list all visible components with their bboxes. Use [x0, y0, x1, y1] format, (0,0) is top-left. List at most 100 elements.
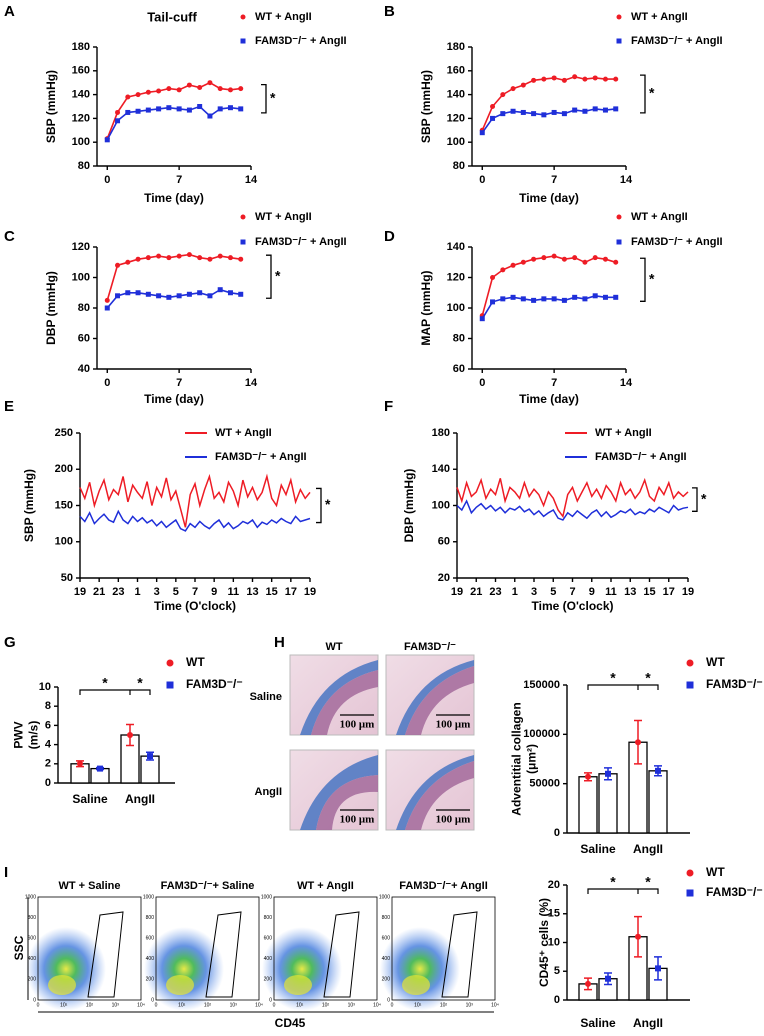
data-point [572, 107, 578, 113]
legend-marker [616, 14, 622, 20]
x-tick-label: 7 [569, 586, 575, 598]
panel-letter: A [4, 3, 15, 20]
mean-marker [635, 739, 641, 746]
data-point [207, 113, 213, 119]
data-point [500, 92, 506, 98]
y-tick-label: 120 [72, 241, 90, 253]
significance-bracket [640, 257, 646, 302]
flow-y-tick-label: 800 [28, 915, 37, 921]
data-point [104, 297, 110, 303]
data-point [602, 256, 608, 262]
flow-title: FAM3D⁻/⁻+ AngII [399, 880, 488, 892]
data-point [510, 108, 516, 114]
flow-x-tick-label: 10³ [348, 1002, 356, 1008]
panel-letter: D [384, 228, 395, 245]
flow-x-tick-label: 10¹ [414, 1002, 422, 1008]
significance-label: * [649, 270, 655, 286]
data-point [166, 86, 172, 92]
x-tick-label: 5 [550, 586, 556, 598]
data-point [166, 255, 172, 261]
y-tick-label: 100 [72, 136, 90, 148]
x-tick-label: 17 [663, 586, 675, 598]
y-tick-label: 150 [55, 499, 73, 511]
data-point [602, 294, 608, 300]
x-tick-label: 21 [93, 586, 105, 598]
data-point [602, 107, 608, 113]
x-tick-label: 23 [489, 586, 501, 598]
data-point [125, 290, 131, 296]
flow-x-tick-label: 10² [204, 1002, 212, 1008]
flow-x-tick-label: 0 [37, 1002, 40, 1008]
legend-marker [166, 681, 174, 689]
y-tick-label: 5 [554, 965, 560, 977]
data-point [176, 253, 182, 259]
significance-bracket [266, 254, 272, 299]
flow-cloud [380, 927, 460, 1011]
significance-label: * [645, 670, 651, 686]
flow-y-tick-label: 800 [382, 915, 391, 921]
x-tick-label: 21 [470, 586, 482, 598]
data-point [541, 296, 547, 302]
data-point [592, 255, 598, 261]
data-point [572, 255, 578, 261]
panel-letter: B [384, 3, 395, 20]
x-tick-label: Saline [72, 792, 108, 806]
mean-marker [97, 765, 103, 772]
flow-y-tick-label: 400 [146, 956, 155, 962]
histology-row-label: Saline [250, 691, 282, 703]
y-axis-label: SBP (mmHg) [419, 70, 433, 143]
flow-y-tick-label: 600 [146, 936, 155, 942]
data-point [561, 256, 567, 262]
data-point [166, 294, 172, 300]
y-tick-label: 2 [45, 758, 51, 770]
legend-marker [616, 214, 622, 220]
flow-x-label: CD45 [275, 1016, 306, 1030]
significance-bracket [692, 487, 698, 512]
data-point [156, 293, 162, 299]
y-tick-label: 200 [55, 463, 73, 475]
bar [578, 776, 598, 834]
data-point [227, 290, 233, 296]
data-point [541, 76, 547, 82]
data-point [582, 259, 588, 265]
x-tick-label: 0 [104, 174, 110, 186]
y-tick-label: 0 [554, 994, 560, 1006]
x-tick-label: 11 [228, 586, 240, 598]
data-point [115, 293, 121, 299]
significance-bracket [587, 888, 659, 894]
flow-cloud [262, 927, 342, 1011]
data-point [561, 297, 567, 303]
x-tick-label: 19 [682, 586, 694, 598]
data-point [197, 104, 203, 109]
series-line [481, 255, 616, 316]
scale-bar-label: 100 μm [340, 814, 375, 826]
flow-y-tick-label: 1000 [143, 894, 154, 900]
x-tick-label: Saline [580, 1016, 616, 1030]
y-axis-label: PWV [12, 721, 26, 748]
flow-x-tick-label: 10⁴ [137, 1002, 145, 1008]
flow-y-tick-label: 0 [151, 997, 154, 1003]
data-point [510, 86, 516, 92]
data-point [238, 106, 244, 112]
data-point [531, 256, 537, 262]
significance-label: * [610, 874, 616, 890]
mean-marker [635, 933, 641, 940]
y-tick-label: 100 [447, 136, 465, 148]
vessel-adventitia [300, 755, 378, 830]
data-point [115, 109, 121, 115]
x-tick-label: 15 [643, 586, 655, 598]
flow-x-tick-label: 0 [155, 1002, 158, 1008]
flow-y-tick-label: 200 [382, 977, 391, 983]
y-tick-label: 80 [78, 302, 90, 314]
data-point [582, 296, 588, 302]
y-tick-label: 8 [45, 700, 51, 712]
flow-x-tick-label: 10⁴ [373, 1002, 381, 1008]
mean-marker [585, 773, 591, 780]
data-point [125, 109, 131, 115]
mean-marker [655, 965, 661, 972]
data-point [227, 105, 233, 111]
data-point [541, 112, 547, 118]
flow-cloud [402, 975, 430, 995]
data-point [145, 291, 151, 297]
data-point [197, 255, 203, 261]
